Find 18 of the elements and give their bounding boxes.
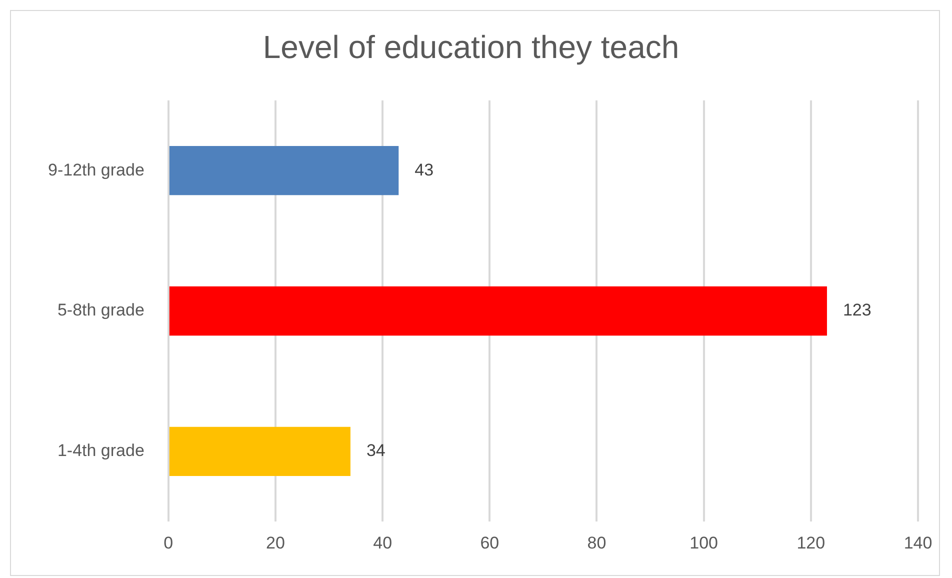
y-tick-label: 5-8th grade — [57, 300, 144, 320]
y-tick-label: 9-12th grade — [48, 160, 144, 180]
x-tick-label: 60 — [480, 533, 500, 552]
data-label: 34 — [366, 441, 386, 460]
x-tick-label: 40 — [373, 533, 392, 552]
y-tick-label: 1-4th grade — [57, 441, 144, 460]
bar — [169, 286, 827, 336]
x-tick-label: 0 — [164, 533, 174, 552]
x-tick-label: 80 — [587, 533, 606, 552]
x-tick-label: 20 — [266, 533, 285, 552]
chart-title: Level of education they teach — [262, 29, 680, 66]
x-tick-label: 120 — [796, 533, 826, 552]
x-tick-label: 140 — [904, 533, 932, 552]
data-label: 123 — [842, 300, 872, 320]
x-tick-label: 100 — [690, 533, 718, 552]
data-label: 43 — [414, 160, 434, 180]
bar — [169, 426, 350, 476]
bar — [169, 146, 399, 196]
